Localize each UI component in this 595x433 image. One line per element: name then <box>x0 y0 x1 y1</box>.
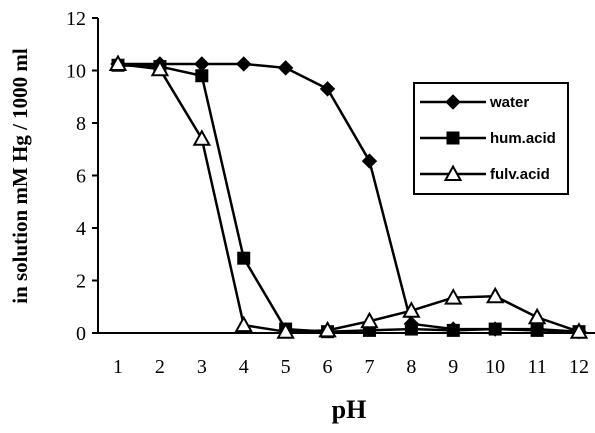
data-point <box>150 59 170 77</box>
y-tick-label: 4 <box>76 218 86 240</box>
legend-label: fulv.acid <box>490 166 550 183</box>
x-tick-label: 7 <box>364 356 374 378</box>
series-layer <box>108 54 589 340</box>
data-point <box>446 323 460 337</box>
x-tick-label: 3 <box>197 356 207 378</box>
data-point <box>360 311 379 329</box>
x-tick-label: 1 <box>113 356 123 378</box>
legend: water hum.acid fulv.acid <box>413 82 569 195</box>
y-tick-label: 8 <box>76 113 86 135</box>
y-tick-label: 10 <box>66 61 86 83</box>
data-point <box>192 129 212 146</box>
x-tick-label: 9 <box>448 356 458 378</box>
data-point <box>236 56 252 72</box>
legend-marker <box>445 94 461 110</box>
x-tick-label: 11 <box>527 356 546 378</box>
data-point <box>444 288 463 305</box>
series-fulv-acid <box>108 54 589 339</box>
data-point <box>276 322 295 339</box>
data-point <box>108 54 128 71</box>
data-point <box>234 315 253 333</box>
data-point <box>569 322 589 339</box>
y-tick-label: 12 <box>66 8 86 30</box>
data-point <box>485 286 505 304</box>
data-point <box>237 251 251 265</box>
legend-item: fulv.acid <box>420 164 550 183</box>
data-point <box>277 60 294 76</box>
x-tick-label: 10 <box>485 356 505 378</box>
legend-label: water <box>489 94 529 111</box>
x-axis-title: pH <box>332 395 367 424</box>
legend-item: hum.acid <box>420 130 556 147</box>
data-point <box>404 322 418 336</box>
legend-label: hum.acid <box>490 130 556 147</box>
x-tick-label: 4 <box>239 356 249 378</box>
x-tick-label: 8 <box>406 356 416 378</box>
data-point <box>195 69 209 83</box>
y-tick-label: 6 <box>76 166 86 188</box>
x-tick-label: 2 <box>155 356 165 378</box>
data-point <box>319 81 336 97</box>
legend-marker <box>446 131 460 145</box>
x-tick-label: 12 <box>569 356 589 378</box>
y-axis-title: in solution mM Hg / 1000 ml <box>8 48 32 304</box>
x-tick-label: 5 <box>281 356 291 378</box>
y-tick-label: 2 <box>76 271 86 293</box>
data-point <box>488 322 502 336</box>
data-point <box>530 323 544 337</box>
legend-item: water <box>420 94 529 111</box>
data-point <box>402 301 421 318</box>
series-line <box>117 64 580 333</box>
data-point <box>527 307 547 325</box>
x-tick-label: 6 <box>323 356 333 378</box>
legend-marker <box>443 164 463 181</box>
data-point <box>361 153 378 169</box>
y-tick-label: 0 <box>76 323 86 345</box>
data-point <box>194 56 210 72</box>
data-point <box>318 320 337 338</box>
